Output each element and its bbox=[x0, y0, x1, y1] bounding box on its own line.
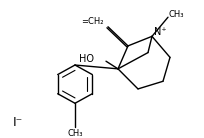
Text: HO: HO bbox=[79, 54, 94, 64]
Text: N⁺: N⁺ bbox=[153, 26, 166, 37]
Text: CH₃: CH₃ bbox=[67, 129, 82, 138]
Text: =CH₂: =CH₂ bbox=[81, 17, 103, 26]
Text: CH₃: CH₃ bbox=[167, 10, 183, 19]
Text: I⁻: I⁻ bbox=[13, 116, 23, 129]
